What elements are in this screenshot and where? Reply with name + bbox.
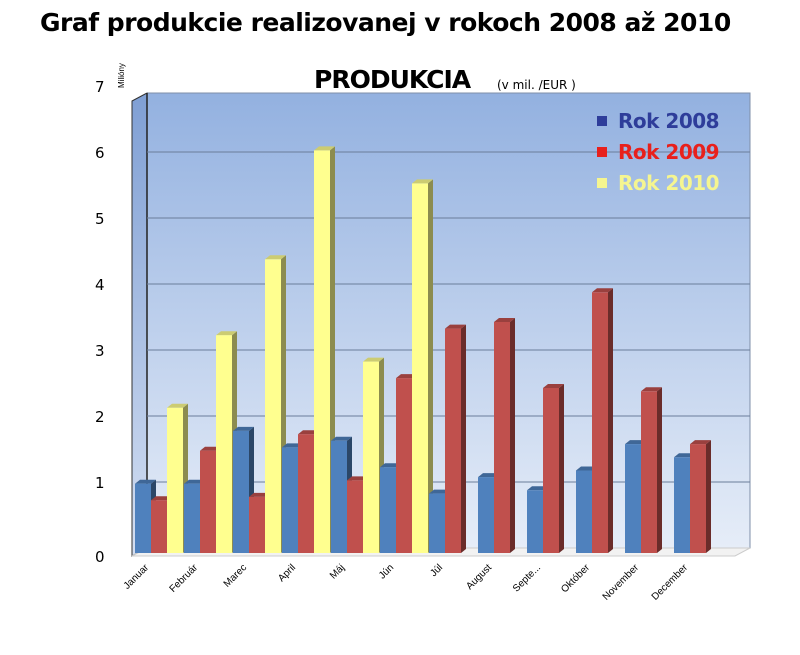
y-tick-label: 7 (95, 78, 105, 96)
bar-rok-2009 (298, 434, 314, 553)
y-tick-label: 4 (95, 276, 105, 294)
bar-rok-2008 (576, 470, 592, 553)
bar-rok-2009 (445, 328, 461, 553)
page-title: Graf produkcie realizovanej v rokoch 200… (40, 8, 731, 37)
bar-rok-2010 (314, 150, 330, 553)
bar-top (331, 436, 352, 441)
legend-swatch (597, 178, 607, 188)
bar-rok-2009 (151, 500, 167, 553)
y-tick-label: 6 (95, 144, 105, 162)
bar-rok-2008 (233, 430, 249, 553)
bar-top (429, 489, 450, 494)
bar-top (478, 473, 499, 478)
x-tick-label: Marec (222, 562, 249, 589)
bar-rok-2008 (478, 477, 494, 553)
y-tick-label: 1 (95, 474, 105, 492)
bar-top (576, 466, 597, 471)
bar-top (282, 443, 303, 448)
x-tick-label: Október (559, 562, 592, 595)
bar-rok-2009 (690, 444, 706, 553)
bar-top (298, 430, 319, 435)
bar-top (135, 479, 156, 484)
bar-rok-2008 (331, 440, 347, 553)
x-tick-label: Jún (377, 562, 396, 581)
bar-rok-2009 (494, 322, 510, 553)
bar-side (608, 288, 613, 553)
y-tick-label: 5 (95, 210, 105, 228)
bar-side (706, 440, 711, 553)
bar-top (347, 476, 368, 481)
bar-rok-2010 (167, 407, 183, 553)
x-tick-label: Januar (122, 562, 152, 592)
bar-top (641, 387, 662, 392)
legend: Rok 2008 Rok 2009 Rok 2010 (597, 109, 720, 195)
bar-top (625, 440, 646, 445)
bar-top (200, 446, 221, 451)
bar-side (428, 179, 433, 553)
bar-top (380, 463, 401, 468)
bar-top (314, 146, 335, 151)
x-tick-label: August (464, 562, 494, 592)
x-tick-label: November (601, 562, 642, 603)
bar-side (510, 318, 515, 553)
bar-rok-2008 (527, 490, 543, 553)
legend-label: Rok 2010 (618, 171, 719, 195)
bar-rok-2009 (641, 391, 657, 553)
bar-top (412, 179, 433, 184)
bar-top (249, 492, 270, 497)
bar-top (527, 486, 548, 491)
bar-rok-2008 (282, 447, 298, 553)
bar-side (461, 324, 466, 553)
bar-top (690, 440, 711, 445)
chart-subtitle: (v mil. /EUR ) (497, 78, 576, 92)
bar-top (151, 496, 172, 501)
bar-top (494, 318, 515, 322)
bar-top (363, 357, 384, 362)
bar-rok-2009 (200, 450, 216, 553)
bar-top (216, 331, 237, 336)
bar-top (184, 479, 205, 484)
bar-rok-2008 (184, 483, 200, 553)
bar-rok-2008 (135, 483, 151, 553)
x-tick-label: Február (168, 562, 201, 595)
bar-top (265, 255, 286, 260)
y-tick-label: 0 (95, 548, 105, 566)
bar-top (543, 384, 564, 388)
bar-side (559, 384, 564, 553)
x-tick-label: December (650, 562, 691, 603)
bar-top (592, 288, 613, 293)
x-tick-label: April (276, 562, 298, 584)
legend-label: Rok 2008 (618, 109, 719, 133)
bar-rok-2009 (543, 388, 559, 553)
legend-swatch (597, 147, 607, 157)
bar-rok-2009 (249, 496, 265, 553)
bar-top (674, 453, 695, 458)
bar-rok-2009 (592, 292, 608, 553)
chart-title: PRODUKCIA (314, 65, 472, 94)
bar-rok-2009 (347, 480, 363, 553)
legend-swatch (597, 116, 607, 126)
bar-rok-2009 (396, 378, 412, 553)
bar-top (233, 426, 254, 431)
bar-top (445, 324, 466, 329)
y-tick-label: 3 (95, 342, 105, 360)
y-tick-label: 2 (95, 408, 105, 426)
bar-rok-2008 (625, 444, 641, 553)
bar-rok-2010 (216, 335, 232, 553)
bar-side (657, 387, 662, 553)
x-tick-label: Septe... (511, 562, 543, 594)
bar-rok-2010 (412, 183, 428, 553)
bar-rok-2010 (265, 259, 281, 553)
bar-top (167, 403, 188, 408)
legend-label: Rok 2009 (618, 140, 719, 164)
x-tick-label: Máj (328, 562, 347, 581)
bar-rok-2010 (363, 361, 379, 553)
x-tick-label: Júl (428, 562, 445, 579)
bar-rok-2008 (429, 493, 445, 553)
bar-rok-2008 (380, 467, 396, 553)
bar-rok-2008 (674, 457, 690, 553)
y-axis-label: Milióny (117, 63, 126, 88)
bar-top (396, 374, 417, 379)
